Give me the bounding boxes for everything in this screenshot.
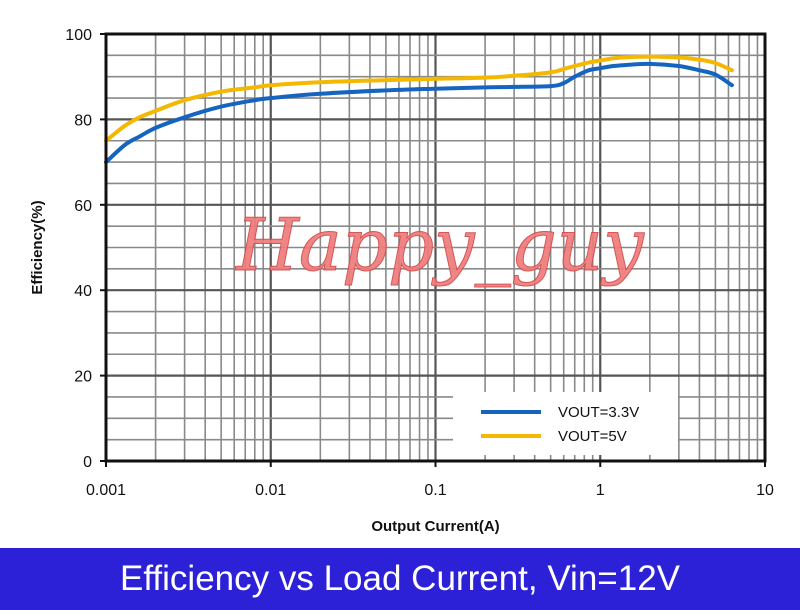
x-tick-label: 1: [596, 482, 605, 499]
chart-series: [104, 54, 734, 165]
y-tick-label: 60: [74, 198, 92, 215]
series-line-1: [104, 61, 734, 165]
x-tick-label: 0.001: [86, 482, 126, 499]
y-tick-label: 20: [74, 369, 92, 386]
watermark: Happy_guy: [234, 203, 646, 288]
caption-bar: Efficiency vs Load Current, Vin=12V: [0, 548, 800, 610]
y-tick-label: 40: [74, 283, 92, 300]
chart-caption: Efficiency vs Load Current, Vin=12V: [120, 559, 680, 598]
x-tick-label: 0.1: [424, 482, 446, 499]
y-axis-title: Efficiency(%): [29, 200, 46, 294]
x-tick-label: 10: [756, 482, 774, 499]
legend: VOUT=3.3V VOUT=5V: [453, 392, 678, 455]
x-tick-label: 0.01: [255, 482, 286, 499]
y-tick-label: 0: [83, 454, 92, 471]
legend-label: VOUT=5V: [558, 428, 627, 445]
y-tick-label: 80: [74, 112, 92, 129]
x-axis-title: Output Current(A): [371, 518, 499, 535]
legend-label: VOUT=3.3V: [558, 404, 639, 421]
legend-box: [453, 392, 678, 455]
watermark-text: Happy_guy: [234, 203, 645, 287]
series-line-2: [104, 54, 734, 143]
y-tick-label: 100: [65, 27, 92, 44]
